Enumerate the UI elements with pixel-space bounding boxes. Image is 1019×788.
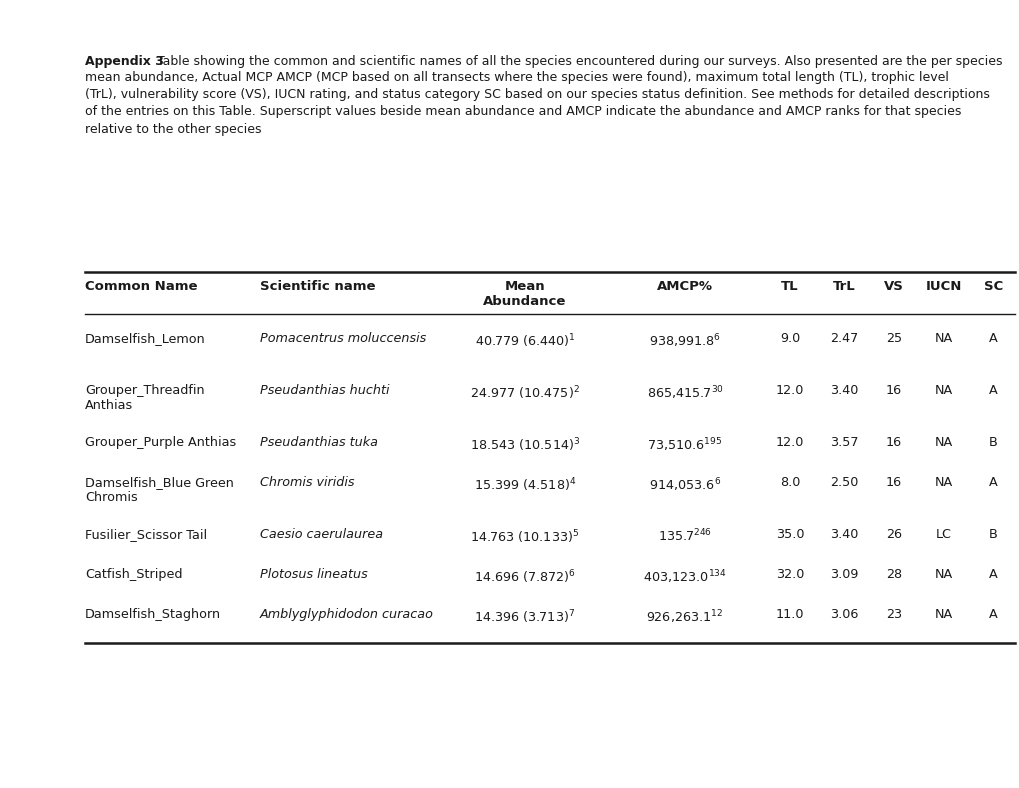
Text: Pseudanthias huchti: Pseudanthias huchti (260, 384, 389, 397)
Text: NA: NA (933, 568, 952, 581)
Text: NA: NA (933, 332, 952, 345)
Text: 938,991.8$^{6}$: 938,991.8$^{6}$ (648, 332, 720, 350)
Text: 2.47: 2.47 (829, 332, 857, 345)
Text: 3.06: 3.06 (829, 608, 857, 621)
Text: 926,263.1$^{12}$: 926,263.1$^{12}$ (646, 608, 722, 626)
Text: NA: NA (933, 384, 952, 397)
Text: A: A (988, 476, 997, 489)
Text: 135.7$^{246}$: 135.7$^{246}$ (657, 528, 711, 545)
Text: 18.543 (10.514)$^{3}$: 18.543 (10.514)$^{3}$ (470, 436, 580, 454)
Text: Chromis viridis: Chromis viridis (260, 476, 355, 489)
Text: Grouper_Threadfin
Anthias: Grouper_Threadfin Anthias (85, 384, 205, 412)
Text: IUCN: IUCN (924, 280, 961, 293)
Text: NA: NA (933, 436, 952, 449)
Text: B: B (988, 528, 997, 541)
Text: 24.977 (10.475)$^{2}$: 24.977 (10.475)$^{2}$ (470, 384, 580, 402)
Text: TL: TL (781, 280, 798, 293)
Text: 11.0: 11.0 (775, 608, 803, 621)
Text: LC: LC (934, 528, 951, 541)
Text: 25: 25 (886, 332, 901, 345)
Text: Appendix 3: Appendix 3 (85, 55, 164, 68)
Text: 8.0: 8.0 (780, 476, 799, 489)
Text: 73,510.6$^{195}$: 73,510.6$^{195}$ (647, 436, 721, 454)
Text: Grouper_Purple Anthias: Grouper_Purple Anthias (85, 436, 236, 449)
Text: Pseudanthias tuka: Pseudanthias tuka (260, 436, 378, 449)
Text: 3.40: 3.40 (829, 384, 857, 397)
Text: AMCP%: AMCP% (656, 280, 712, 293)
Text: Amblyglyphidodon curacao: Amblyglyphidodon curacao (260, 608, 433, 621)
Text: Damselfish_Blue Green
Chromis: Damselfish_Blue Green Chromis (85, 476, 233, 504)
Text: B: B (988, 436, 997, 449)
Text: Damselfish_Staghorn: Damselfish_Staghorn (85, 608, 221, 621)
Text: Pomacentrus moluccensis: Pomacentrus moluccensis (260, 332, 426, 345)
Text: Table showing the common and scientific names of all the species encountered dur: Table showing the common and scientific … (153, 55, 1002, 68)
Text: VS: VS (883, 280, 903, 293)
Text: 15.399 (4.518)$^{4}$: 15.399 (4.518)$^{4}$ (474, 476, 576, 493)
Text: 914,053.6$^{6}$: 914,053.6$^{6}$ (648, 476, 720, 493)
Text: 2.50: 2.50 (829, 476, 857, 489)
Text: 35.0: 35.0 (775, 528, 803, 541)
Text: Common Name: Common Name (85, 280, 198, 293)
Text: 26: 26 (886, 528, 901, 541)
Text: Plotosus lineatus: Plotosus lineatus (260, 568, 368, 581)
Text: A: A (988, 332, 997, 345)
Text: TrL: TrL (832, 280, 855, 293)
Text: A: A (988, 384, 997, 397)
Text: 3.09: 3.09 (829, 568, 857, 581)
Text: Damselfish_Lemon: Damselfish_Lemon (85, 332, 206, 345)
Text: 12.0: 12.0 (775, 436, 803, 449)
Text: A: A (988, 608, 997, 621)
Text: Scientific name: Scientific name (260, 280, 375, 293)
Text: A: A (988, 568, 997, 581)
Text: Fusilier_Scissor Tail: Fusilier_Scissor Tail (85, 528, 207, 541)
Text: 9.0: 9.0 (780, 332, 799, 345)
Text: 12.0: 12.0 (775, 384, 803, 397)
Text: 3.40: 3.40 (829, 528, 857, 541)
Text: 865,415.7$^{30}$: 865,415.7$^{30}$ (646, 384, 722, 402)
Text: Mean
Abundance: Mean Abundance (483, 280, 567, 308)
Text: Catfish_Striped: Catfish_Striped (85, 568, 182, 581)
Text: Caesio caerulaurea: Caesio caerulaurea (260, 528, 383, 541)
Text: 16: 16 (886, 436, 901, 449)
Text: 14.696 (7.872)$^{6}$: 14.696 (7.872)$^{6}$ (474, 568, 576, 585)
Text: 14.396 (3.713)$^{7}$: 14.396 (3.713)$^{7}$ (474, 608, 575, 626)
Text: 3.57: 3.57 (828, 436, 857, 449)
Text: 403,123.0$^{134}$: 403,123.0$^{134}$ (643, 568, 727, 585)
Text: 32.0: 32.0 (775, 568, 803, 581)
Text: SC: SC (983, 280, 1002, 293)
Text: NA: NA (933, 476, 952, 489)
Text: 16: 16 (886, 476, 901, 489)
Text: 14.763 (10.133)$^{5}$: 14.763 (10.133)$^{5}$ (470, 528, 579, 545)
Text: 28: 28 (886, 568, 901, 581)
Text: mean abundance, Actual MCP AMCP (MCP based on all transects where the species we: mean abundance, Actual MCP AMCP (MCP bas… (85, 70, 988, 136)
Text: 40.779 (6.440)$^{1}$: 40.779 (6.440)$^{1}$ (474, 332, 575, 350)
Text: 23: 23 (886, 608, 901, 621)
Text: 16: 16 (886, 384, 901, 397)
Text: NA: NA (933, 608, 952, 621)
